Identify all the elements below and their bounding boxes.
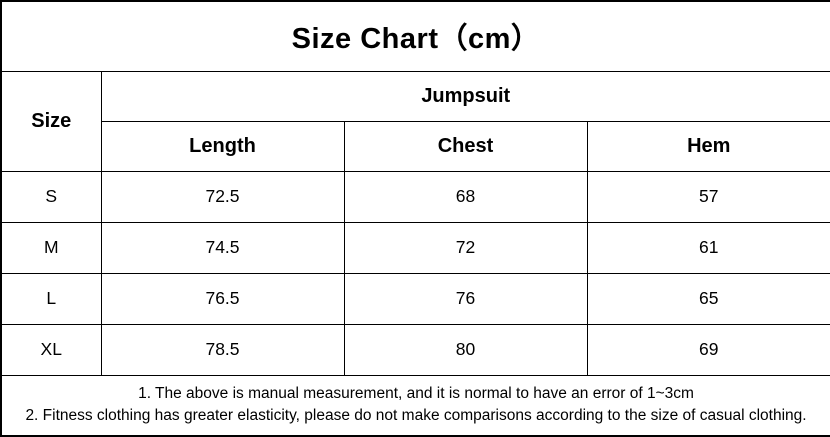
notes-row: 1. The above is manual measurement, and … <box>0 374 830 437</box>
group-header-jumpsuit: Jumpsuit <box>100 70 830 122</box>
column-header-length: Length <box>100 120 345 172</box>
group-header-row: Size Jumpsuit <box>0 70 830 172</box>
chest-cell: 68 <box>343 170 588 223</box>
table-row: L 76.5 76 65 <box>0 272 830 325</box>
table-row: S 72.5 68 57 <box>0 170 830 223</box>
length-cell: 78.5 <box>100 323 345 376</box>
size-cell: S <box>0 170 102 223</box>
hem-cell: 57 <box>586 170 830 223</box>
measurement-note: 1. The above is manual measurement, and … <box>138 385 694 403</box>
length-cell: 76.5 <box>100 272 345 325</box>
elasticity-note: 2. Fitness clothing has greater elastici… <box>25 407 807 425</box>
page-title: Size Chart（cm） <box>0 0 830 72</box>
hem-cell: 69 <box>586 323 830 376</box>
size-cell: L <box>0 272 102 325</box>
column-header-hem: Hem <box>586 120 830 172</box>
chest-cell: 72 <box>343 221 588 274</box>
length-cell: 74.5 <box>100 221 345 274</box>
chest-cell: 80 <box>343 323 588 376</box>
length-cell: 72.5 <box>100 170 345 223</box>
hem-cell: 65 <box>586 272 830 325</box>
notes-cell: 1. The above is manual measurement, and … <box>0 374 830 437</box>
sub-header-row: Length Chest Hem <box>1 120 830 172</box>
table-row: XL 78.5 80 69 <box>0 323 830 376</box>
size-cell: XL <box>0 323 102 376</box>
size-header-cell: Size <box>0 70 102 172</box>
size-cell: M <box>0 221 102 274</box>
chest-cell: 76 <box>343 272 588 325</box>
hem-cell: 61 <box>586 221 830 274</box>
column-header-chest: Chest <box>343 120 588 172</box>
table-row: M 74.5 72 61 <box>0 221 830 274</box>
title-row: Size Chart（cm） <box>0 0 830 72</box>
